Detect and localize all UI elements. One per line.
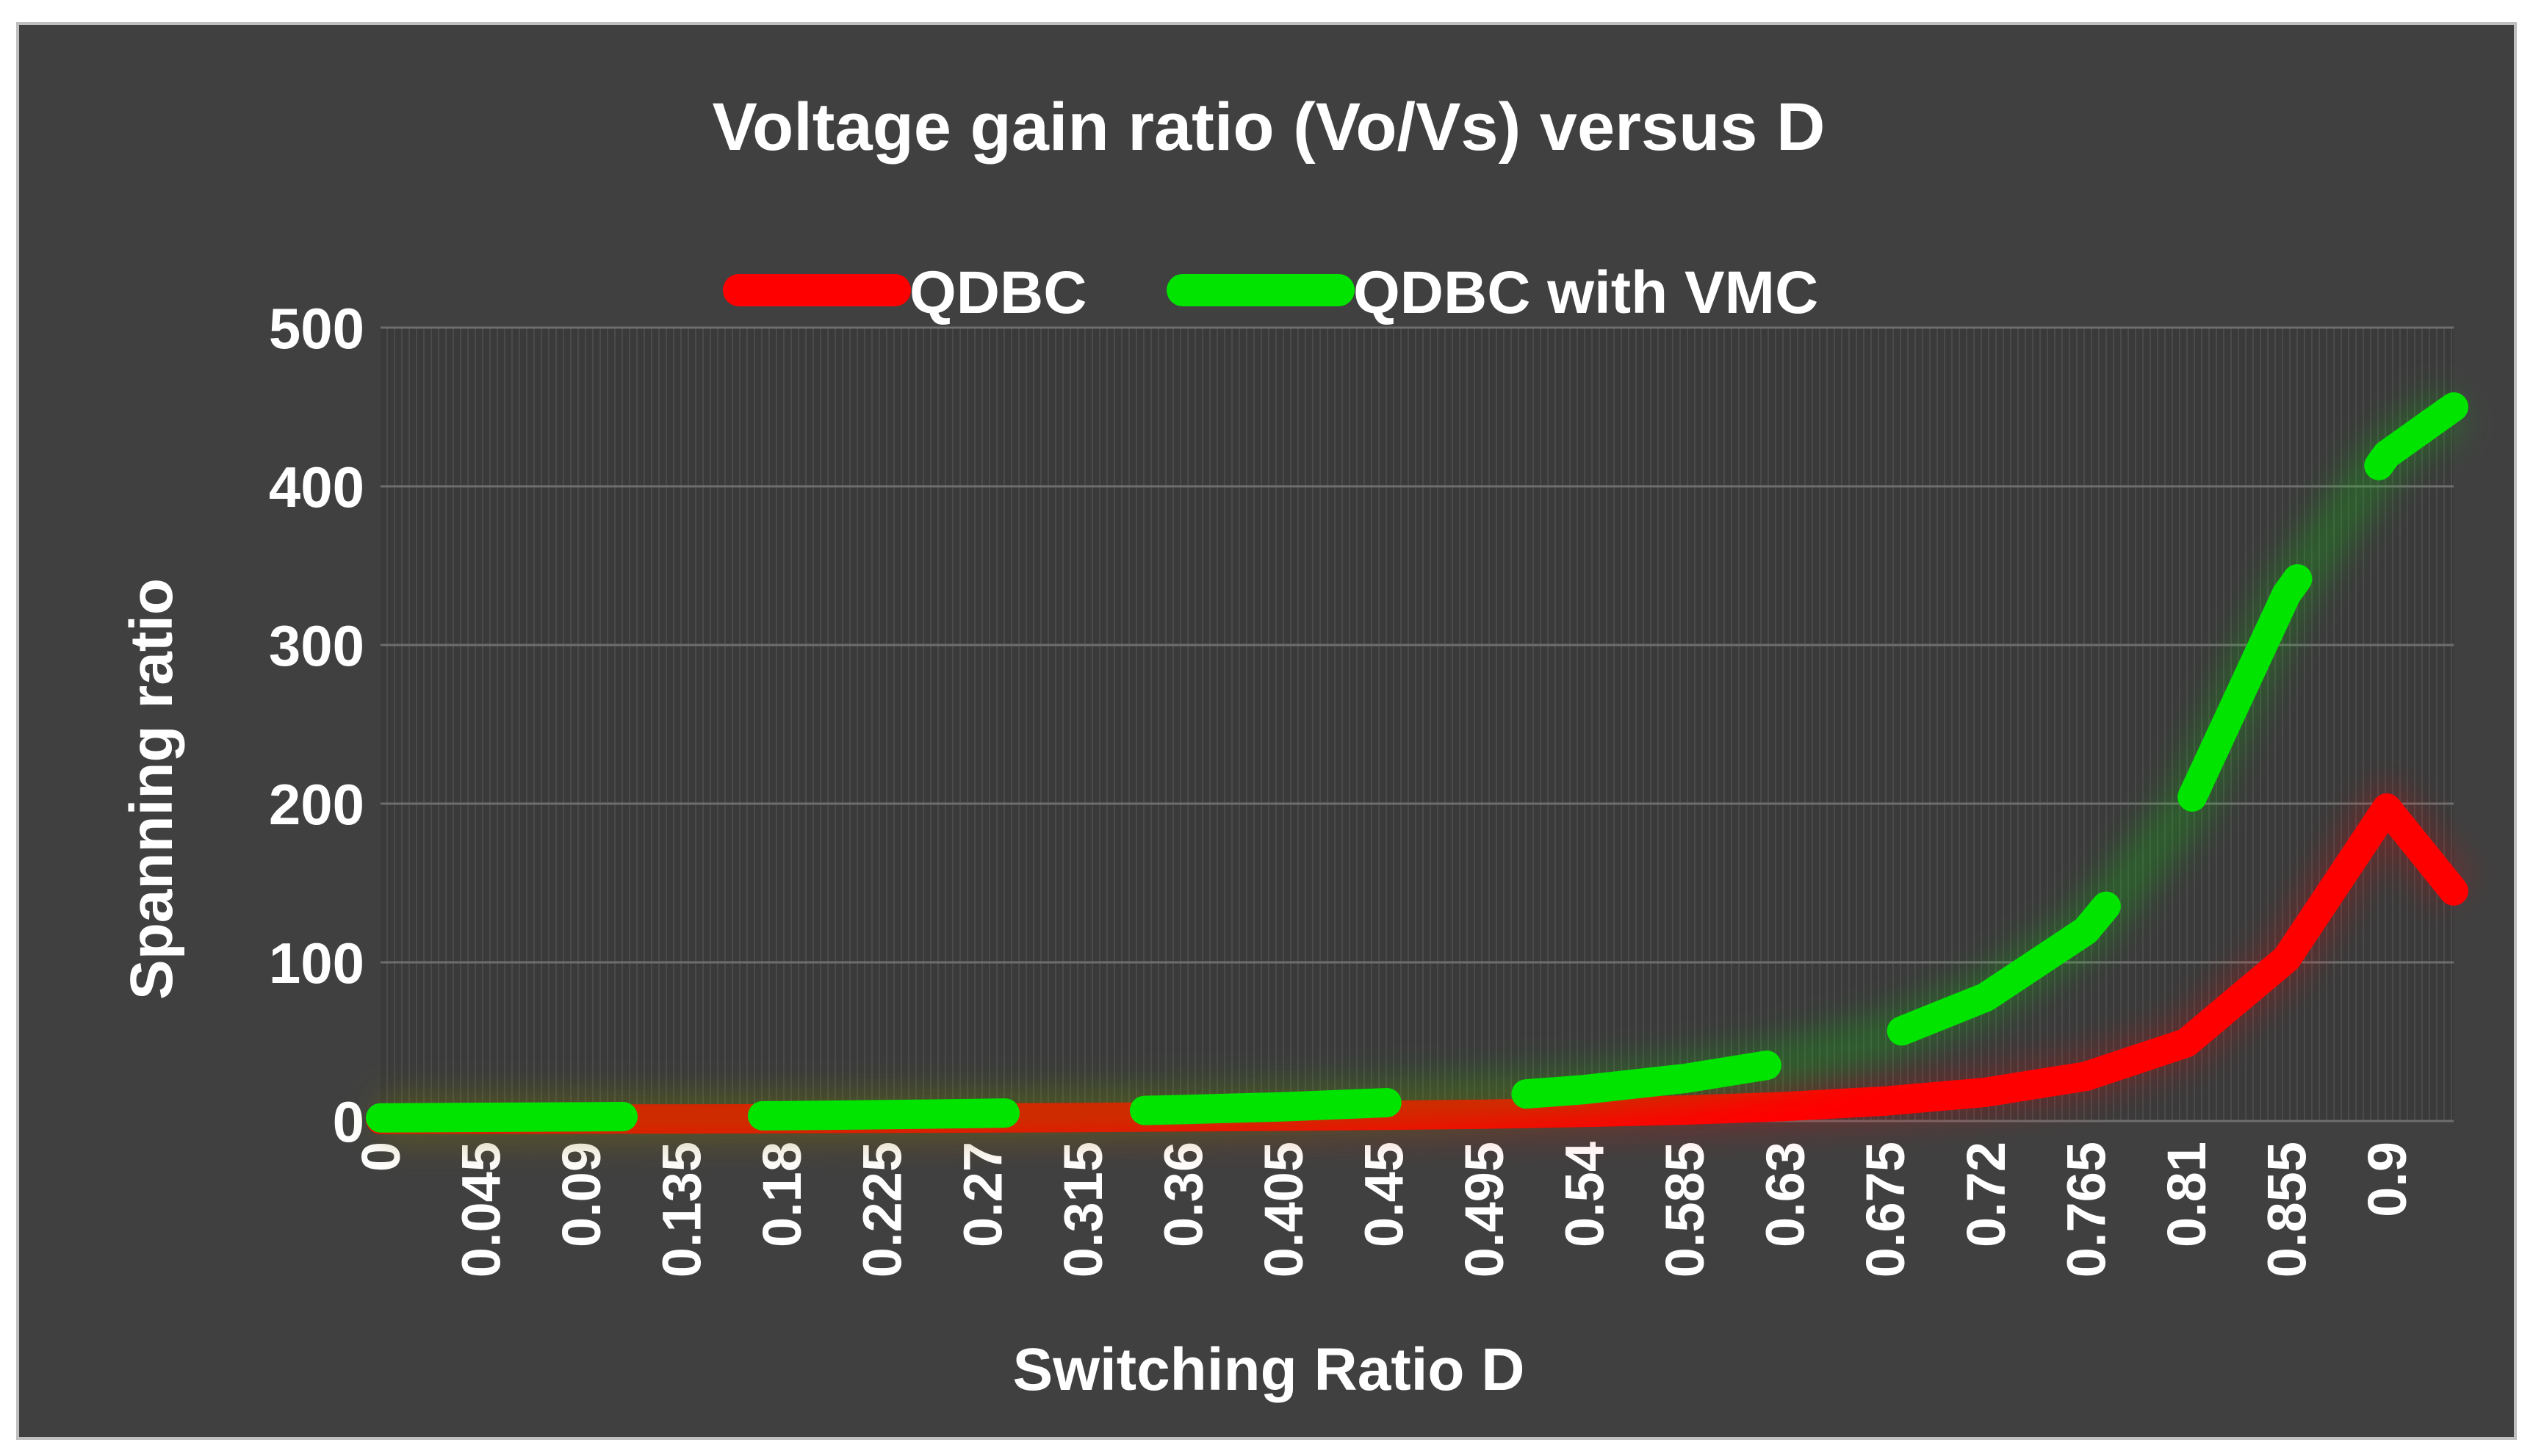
plot-background <box>381 328 2454 1121</box>
data-point-qdbc-15 <box>1884 1100 1887 1103</box>
data-point-qdbc-with-vmc-19 <box>2285 593 2288 596</box>
data-point-qdbc-with-vmc-20 <box>2385 453 2388 456</box>
data-point-qdbc-with-vmc-13 <box>1683 1077 1686 1080</box>
data-point-qdbc-with-vmc-18 <box>2185 809 2188 812</box>
series-glow-qdbc-with-vmc <box>380 387 2468 1142</box>
y-tick-label-300: 300 <box>269 613 364 678</box>
x-axis-ticks: 0 0.045 0.09 0.135 0.18 0.225 0.27 0.315 0.36 0.4… <box>350 1142 2418 1277</box>
data-point-qdbc-with-vmc-11 <box>1482 1096 1485 1099</box>
x-tick-label-0_405: 0.405 <box>1253 1142 1314 1277</box>
x-tick-label-0_9: 0.9 <box>2357 1142 2418 1217</box>
x-tick-label-0_765: 0.765 <box>2055 1142 2116 1277</box>
x-tick-label-0_54: 0.54 <box>1554 1142 1615 1247</box>
data-point-qdbc-with-vmc-0 <box>379 1117 382 1120</box>
data-point-qdbc-with-vmc-9 <box>1282 1106 1285 1109</box>
legend-label-qdbc-with-vmc: QDBC with VMC <box>1353 259 1818 326</box>
y-tick-label-400: 400 <box>269 455 364 519</box>
legend-label-qdbc: QDBC <box>909 259 1087 326</box>
data-point-qdbc-19 <box>2285 957 2288 960</box>
x-tick-label-0_855: 0.855 <box>2256 1142 2317 1277</box>
x-tick-label-0_63: 0.63 <box>1755 1142 1816 1247</box>
x-tick-label-0_045: 0.045 <box>451 1142 512 1277</box>
y-axis-ticks: 0 100 200 300 400 500 <box>269 296 364 1154</box>
data-point-qdbc-with-vmc-14 <box>1784 1061 1787 1064</box>
data-point-qdbc-14 <box>1784 1105 1787 1108</box>
x-tick-label-0: 0 <box>350 1142 411 1172</box>
x-tick-label-0_18: 0.18 <box>752 1142 812 1247</box>
data-point-qdbc-with-vmc-12 <box>1583 1088 1586 1091</box>
y-tick-label-0: 0 <box>333 1089 364 1154</box>
x-tick-label-0_225: 0.225 <box>852 1142 913 1277</box>
series-layer <box>366 387 2472 1143</box>
x-tick-label-0_27: 0.27 <box>952 1142 1013 1247</box>
data-point-qdbc-13 <box>1683 1109 1686 1111</box>
chart-title: Voltage gain ratio (Vo/Vs) versus D <box>713 90 1826 165</box>
data-point-qdbc-with-vmc-5 <box>881 1113 884 1116</box>
x-tick-label-0_315: 0.315 <box>1053 1142 1114 1277</box>
data-point-qdbc-with-vmc-21 <box>2452 406 2455 408</box>
data-point-qdbc-with-vmc-3 <box>680 1115 683 1118</box>
x-tick-label-0_81: 0.81 <box>2156 1142 2217 1247</box>
data-point-qdbc-with-vmc-7 <box>1081 1110 1084 1113</box>
data-point-qdbc-with-vmc-10 <box>1382 1101 1385 1104</box>
chart: Voltage gain ratio (Vo/Vs) versus D QDBC… <box>118 90 2472 1403</box>
data-point-qdbc-with-vmc-17 <box>2084 929 2087 932</box>
data-point-qdbc-with-vmc-8 <box>1181 1108 1184 1111</box>
data-point-qdbc-with-vmc-16 <box>1984 996 1987 999</box>
data-point-qdbc-16 <box>1984 1091 1987 1094</box>
data-point-qdbc-with-vmc-15 <box>1884 1036 1887 1039</box>
x-tick-label-0_675: 0.675 <box>1855 1142 1916 1277</box>
y-axis-label: Spanning ratio <box>118 578 185 1000</box>
data-point-qdbc-with-vmc-2 <box>580 1115 583 1118</box>
data-point-qdbc-with-vmc-1 <box>480 1116 483 1119</box>
x-tick-label-0_45: 0.45 <box>1353 1142 1414 1247</box>
y-tick-label-100: 100 <box>269 931 364 995</box>
data-point-qdbc-21 <box>2452 890 2455 893</box>
x-tick-label-0_585: 0.585 <box>1654 1142 1715 1277</box>
x-tick-label-0_135: 0.135 <box>652 1142 713 1277</box>
data-point-qdbc-with-vmc-6 <box>981 1112 984 1115</box>
data-point-qdbc-18 <box>2185 1042 2188 1045</box>
x-tick-label-0_495: 0.495 <box>1454 1142 1515 1277</box>
chart-area: Voltage gain ratio (Vo/Vs) versus D QDBC… <box>16 22 2517 1440</box>
y-tick-label-200: 200 <box>269 772 364 837</box>
data-point-qdbc-with-vmc-4 <box>780 1114 783 1117</box>
y-tick-label-500: 500 <box>269 296 364 361</box>
x-tick-label-0_72: 0.72 <box>1956 1142 2017 1247</box>
x-tick-label-0_09: 0.09 <box>551 1142 612 1247</box>
data-point-qdbc-20 <box>2385 807 2388 810</box>
data-point-qdbc-17 <box>2084 1075 2087 1078</box>
x-tick-label-0_36: 0.36 <box>1153 1142 1214 1247</box>
legend: QDBC QDBC with VMC <box>723 259 1818 326</box>
x-axis-label: Switching Ratio D <box>1013 1336 1525 1403</box>
